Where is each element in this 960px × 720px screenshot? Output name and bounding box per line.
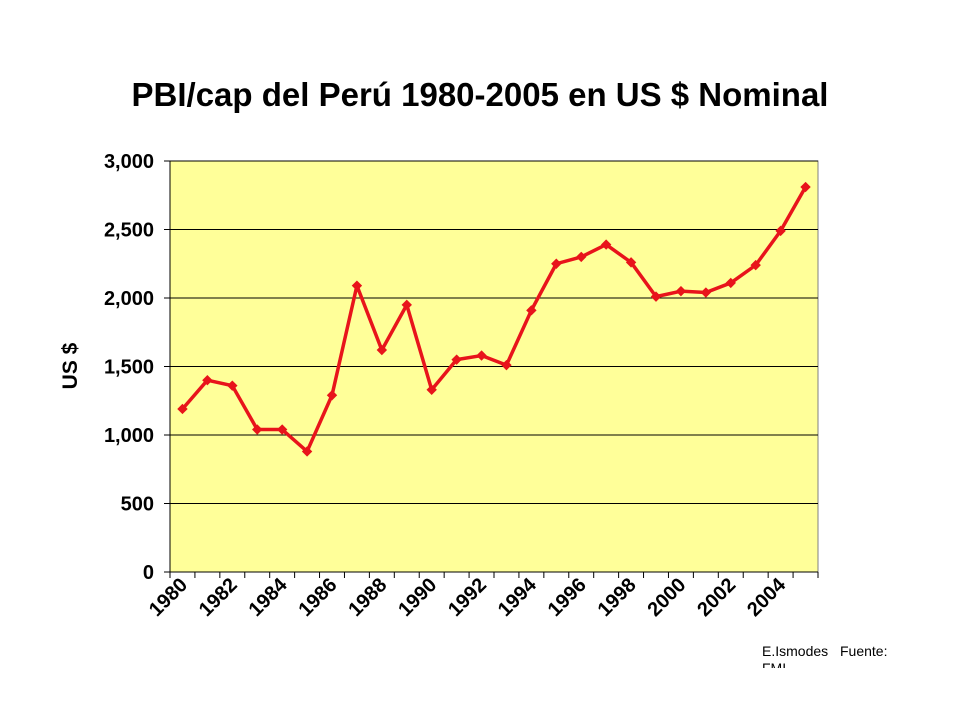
series-group bbox=[177, 181, 811, 457]
x-tick-label: 2000 bbox=[643, 574, 690, 621]
data-point bbox=[202, 374, 213, 386]
data-point bbox=[426, 384, 437, 395]
x-tick-label: 1992 bbox=[444, 574, 491, 621]
data-point bbox=[750, 259, 761, 271]
y-tick-label: 1,000 bbox=[104, 425, 154, 447]
data-point bbox=[551, 258, 562, 269]
data-point bbox=[301, 446, 313, 457]
grid-lines bbox=[170, 160, 818, 504]
y-tick-label: 1,500 bbox=[104, 357, 154, 379]
y-axis-title: US $ bbox=[59, 342, 82, 389]
data-point bbox=[775, 225, 786, 237]
x-tick-label: 1982 bbox=[195, 574, 242, 621]
chart-title: PBI/cap del Perú 1980-2005 en US $ Nomin… bbox=[132, 76, 829, 113]
y-tick-label: 0 bbox=[143, 562, 154, 584]
x-axis-ticks bbox=[169, 572, 819, 578]
data-point bbox=[800, 181, 811, 193]
x-tick-label: 1998 bbox=[594, 574, 641, 621]
y-axis-ticks bbox=[164, 160, 170, 573]
y-tick-label: 2,500 bbox=[104, 220, 154, 242]
credit-source: FMI bbox=[762, 660, 786, 676]
y-tick-label: 500 bbox=[121, 494, 154, 516]
data-point bbox=[276, 424, 288, 435]
x-tick-label: 2004 bbox=[743, 573, 791, 621]
data-point bbox=[376, 344, 388, 356]
x-tick-label: 2002 bbox=[693, 574, 740, 621]
data-point bbox=[675, 285, 687, 297]
data-point bbox=[501, 359, 512, 371]
data-point bbox=[600, 239, 612, 250]
y-tick-label: 3,000 bbox=[104, 151, 154, 173]
data-point bbox=[401, 299, 412, 311]
data-point bbox=[227, 380, 238, 391]
x-tick-label: 1986 bbox=[295, 574, 342, 621]
y-tick-label: 2,000 bbox=[104, 288, 154, 310]
data-point bbox=[625, 257, 637, 268]
credit-author: E.Ismodes bbox=[762, 643, 828, 659]
x-tick-label: 1990 bbox=[394, 574, 441, 621]
y-axis-tick-labels: 0 500 1,000 1,500 2,000 2,500 3,000 bbox=[104, 151, 154, 584]
data-point bbox=[700, 287, 712, 298]
x-tick-label: 1988 bbox=[344, 574, 391, 621]
data-point bbox=[351, 280, 363, 291]
credit-source-label: Fuente: bbox=[840, 643, 887, 659]
data-point bbox=[451, 354, 462, 365]
x-tick-label: 1996 bbox=[544, 574, 591, 621]
credit-clip: FMI bbox=[762, 660, 786, 676]
data-point bbox=[326, 390, 338, 401]
data-point bbox=[725, 277, 736, 289]
data-point bbox=[177, 403, 188, 415]
x-axis-tick-labels: 1980 1982 1984 1986 1988 1990 1992 1994 1996 1998… bbox=[145, 573, 791, 621]
data-point bbox=[476, 350, 487, 361]
data-point bbox=[252, 424, 263, 435]
data-point bbox=[526, 305, 537, 316]
x-tick-label: 1994 bbox=[494, 573, 542, 621]
data-point bbox=[576, 251, 587, 263]
x-tick-label: 1984 bbox=[245, 573, 293, 621]
data-point bbox=[650, 291, 662, 302]
